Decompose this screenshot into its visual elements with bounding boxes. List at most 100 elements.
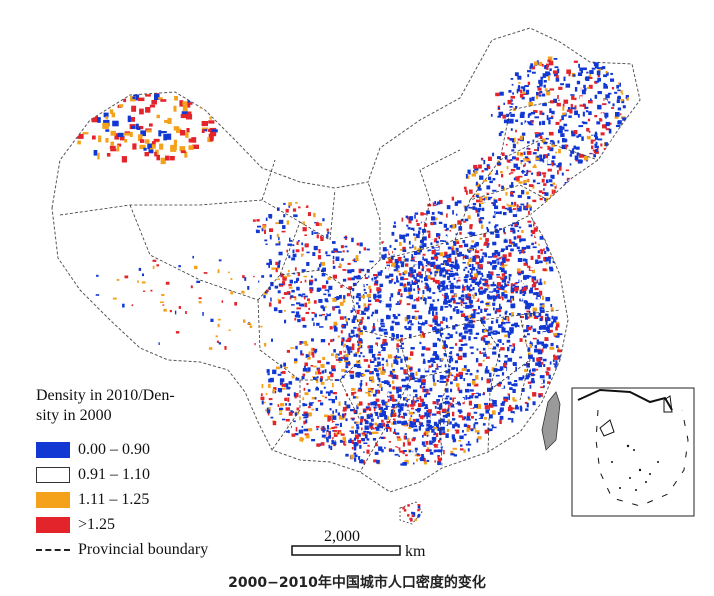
density-patch — [366, 414, 370, 417]
density-patch — [539, 317, 543, 322]
density-patch — [622, 105, 626, 109]
density-patch — [421, 441, 425, 446]
density-patch — [345, 365, 350, 369]
density-patch — [339, 316, 344, 320]
density-patch — [536, 339, 539, 343]
density-patch — [467, 261, 470, 266]
density-patch — [466, 427, 470, 432]
density-patch — [468, 430, 471, 433]
density-patch — [390, 256, 394, 260]
density-patch — [366, 406, 370, 411]
density-patch — [326, 228, 329, 232]
density-patch — [392, 418, 396, 422]
density-patch — [354, 454, 358, 458]
density-patch — [352, 259, 355, 261]
density-patch — [605, 128, 611, 131]
density-patch — [77, 111, 84, 114]
density-patch — [529, 341, 532, 344]
density-patch — [470, 275, 473, 279]
density-patch — [464, 266, 468, 269]
density-patch — [471, 266, 476, 271]
density-patch — [543, 183, 547, 186]
density-patch — [456, 241, 460, 244]
density-patch — [355, 429, 359, 434]
density-patch — [272, 420, 277, 426]
density-patch — [277, 290, 281, 294]
density-patch — [524, 166, 529, 169]
density-patch — [278, 236, 280, 241]
density-patch — [517, 271, 522, 275]
density-patch — [154, 93, 160, 100]
density-patch — [473, 309, 476, 314]
density-patch — [421, 454, 424, 458]
density-patch — [482, 359, 485, 362]
density-patch — [581, 87, 585, 90]
density-patch — [427, 360, 431, 363]
density-patch — [464, 330, 469, 334]
density-patch — [180, 130, 186, 136]
density-patch — [303, 340, 308, 344]
density-patch — [546, 65, 549, 70]
density-patch — [260, 393, 263, 396]
density-patch — [509, 196, 512, 200]
density-patch — [496, 286, 500, 289]
density-patch — [300, 341, 303, 344]
density-patch — [551, 321, 554, 324]
density-patch — [396, 334, 399, 337]
density-patch — [280, 403, 285, 407]
density-patch — [169, 309, 172, 313]
density-patch — [431, 426, 435, 429]
density-patch — [391, 380, 395, 384]
density-patch — [322, 218, 325, 222]
density-patch — [576, 152, 579, 156]
density-patch — [337, 268, 341, 271]
density-patch — [407, 438, 410, 442]
density-patch — [501, 321, 506, 325]
density-patch — [553, 319, 557, 323]
density-patch — [552, 359, 555, 362]
density-patch — [201, 129, 205, 133]
density-patch — [311, 351, 314, 356]
density-patch — [440, 263, 445, 265]
density-patch — [373, 401, 378, 406]
density-patch — [478, 305, 481, 310]
density-patch — [470, 303, 472, 306]
density-patch — [543, 141, 548, 145]
density-patch — [494, 211, 496, 216]
density-patch — [380, 270, 383, 273]
density-patch — [175, 331, 180, 334]
density-patch — [558, 129, 563, 134]
density-patch — [402, 442, 405, 447]
density-patch — [412, 401, 416, 406]
density-patch — [308, 258, 311, 261]
density-patch — [527, 373, 532, 376]
density-patch — [464, 343, 468, 346]
density-patch — [603, 148, 607, 150]
density-patch — [525, 259, 528, 264]
density-patch — [413, 251, 418, 256]
density-patch — [539, 361, 544, 365]
density-patch — [499, 415, 504, 420]
density-patch — [391, 231, 395, 236]
density-patch — [210, 318, 214, 322]
density-patch — [503, 398, 508, 402]
density-patch — [507, 346, 510, 352]
density-patch — [364, 434, 368, 439]
density-patch — [477, 213, 480, 217]
density-patch — [521, 238, 526, 242]
density-patch — [376, 316, 380, 319]
density-patch — [281, 297, 285, 299]
density-patch — [535, 134, 540, 138]
density-patch — [549, 194, 552, 198]
density-patch — [538, 363, 542, 368]
density-patch — [488, 344, 493, 349]
density-patch — [167, 133, 172, 140]
density-patch — [442, 316, 446, 321]
density-patch — [382, 356, 387, 361]
density-patch — [578, 153, 584, 158]
density-patch — [402, 249, 407, 252]
density-patch — [285, 407, 290, 411]
density-patch — [326, 436, 328, 441]
density-patch — [326, 432, 329, 437]
density-patch — [358, 268, 362, 274]
